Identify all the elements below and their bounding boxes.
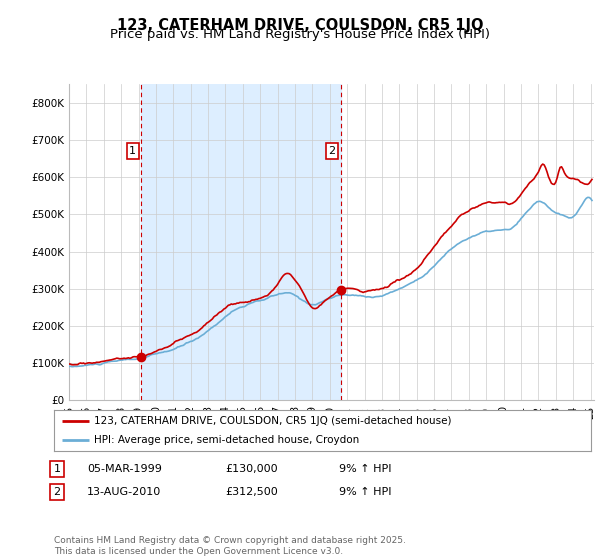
Text: 2: 2 <box>328 146 335 156</box>
Text: Price paid vs. HM Land Registry's House Price Index (HPI): Price paid vs. HM Land Registry's House … <box>110 28 490 41</box>
Text: 1: 1 <box>53 464 61 474</box>
Text: Contains HM Land Registry data © Crown copyright and database right 2025.
This d: Contains HM Land Registry data © Crown c… <box>54 536 406 556</box>
Bar <box>142 84 341 400</box>
Text: 123, CATERHAM DRIVE, COULSDON, CR5 1JQ (semi-detached house): 123, CATERHAM DRIVE, COULSDON, CR5 1JQ (… <box>94 416 452 426</box>
Text: £312,500: £312,500 <box>225 487 278 497</box>
Text: 9% ↑ HPI: 9% ↑ HPI <box>339 487 391 497</box>
Text: 2: 2 <box>53 487 61 497</box>
Text: 1: 1 <box>129 146 136 156</box>
Text: 9% ↑ HPI: 9% ↑ HPI <box>339 464 391 474</box>
Text: 123, CATERHAM DRIVE, COULSDON, CR5 1JQ: 123, CATERHAM DRIVE, COULSDON, CR5 1JQ <box>117 18 483 33</box>
Text: HPI: Average price, semi-detached house, Croydon: HPI: Average price, semi-detached house,… <box>94 435 359 445</box>
Text: 05-MAR-1999: 05-MAR-1999 <box>87 464 162 474</box>
Text: 13-AUG-2010: 13-AUG-2010 <box>87 487 161 497</box>
Text: £130,000: £130,000 <box>225 464 278 474</box>
